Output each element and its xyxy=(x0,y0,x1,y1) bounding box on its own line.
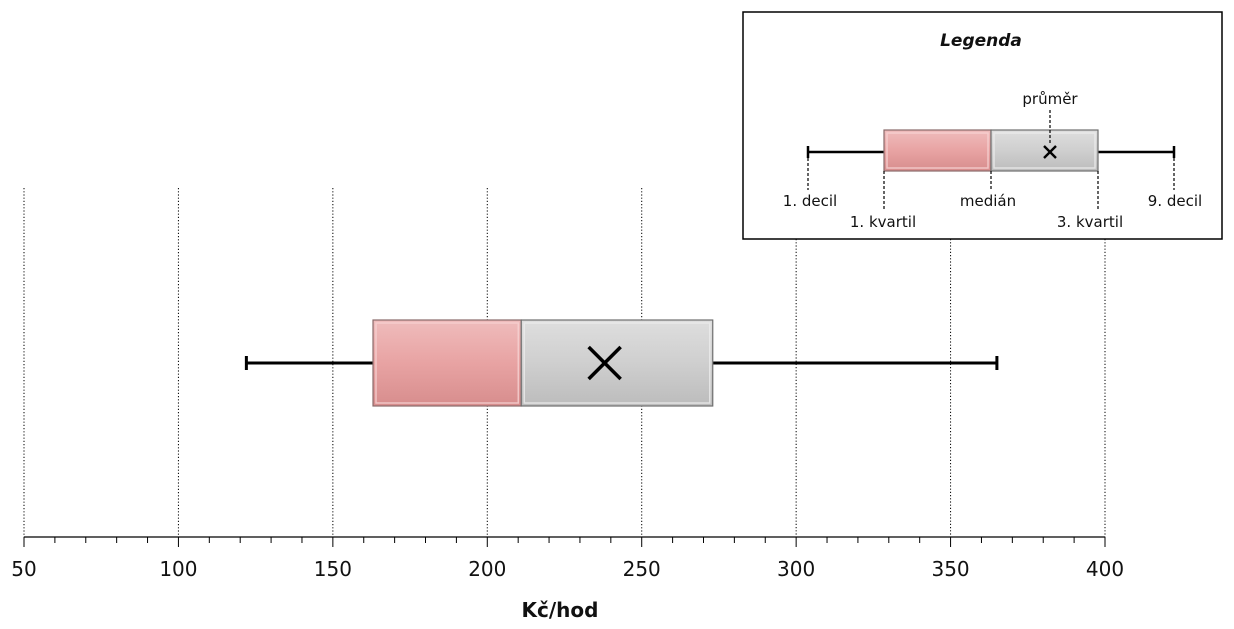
legend-box-upper xyxy=(990,129,1099,172)
legend: Legenda průměr 1. decil 1. kvartil mediá… xyxy=(742,11,1223,240)
legend-label-median: medián xyxy=(960,192,1016,210)
tick-label-250: 250 xyxy=(623,557,661,581)
legend-title: Legenda xyxy=(940,31,1022,51)
tick-label-200: 200 xyxy=(468,557,506,581)
mean-marker-stroke-b xyxy=(587,345,622,381)
legend-box-example xyxy=(806,110,1176,210)
x-axis-title: Kč/hod xyxy=(522,598,599,622)
legend-mean-marker xyxy=(1043,145,1057,159)
box-lower xyxy=(372,319,522,407)
legend-label-decile-1: 1. decil xyxy=(783,192,837,210)
legend-frame xyxy=(742,11,1223,240)
legend-box-upper-bevel xyxy=(993,132,1096,169)
x-axis: 50 100 150 200 250 300 350 400 xyxy=(11,536,1124,581)
legend-box-lower xyxy=(883,129,992,172)
tick-label-50: 50 xyxy=(11,557,36,581)
legend-label-quartile-3: 3. kvartil xyxy=(1057,213,1123,231)
legend-label-mean: průměr xyxy=(1022,90,1078,108)
box-lower-bevel xyxy=(375,322,520,404)
box-upper-bevel xyxy=(523,322,711,404)
box-upper xyxy=(520,319,714,407)
tick-label-150: 150 xyxy=(314,557,352,581)
legend-box-lower-bevel xyxy=(886,132,989,169)
tick-label-300: 300 xyxy=(777,557,815,581)
box-plot xyxy=(244,319,999,407)
legend-label-decile-9: 9. decil xyxy=(1148,192,1202,210)
legend-mean-marker-stroke-b xyxy=(1043,145,1057,159)
mean-marker xyxy=(587,345,622,381)
tick-label-100: 100 xyxy=(159,557,197,581)
legend-label-quartile-1: 1. kvartil xyxy=(850,213,916,231)
tick-label-350: 350 xyxy=(931,557,969,581)
gridlines xyxy=(23,188,1106,537)
tick-label-400: 400 xyxy=(1086,557,1124,581)
